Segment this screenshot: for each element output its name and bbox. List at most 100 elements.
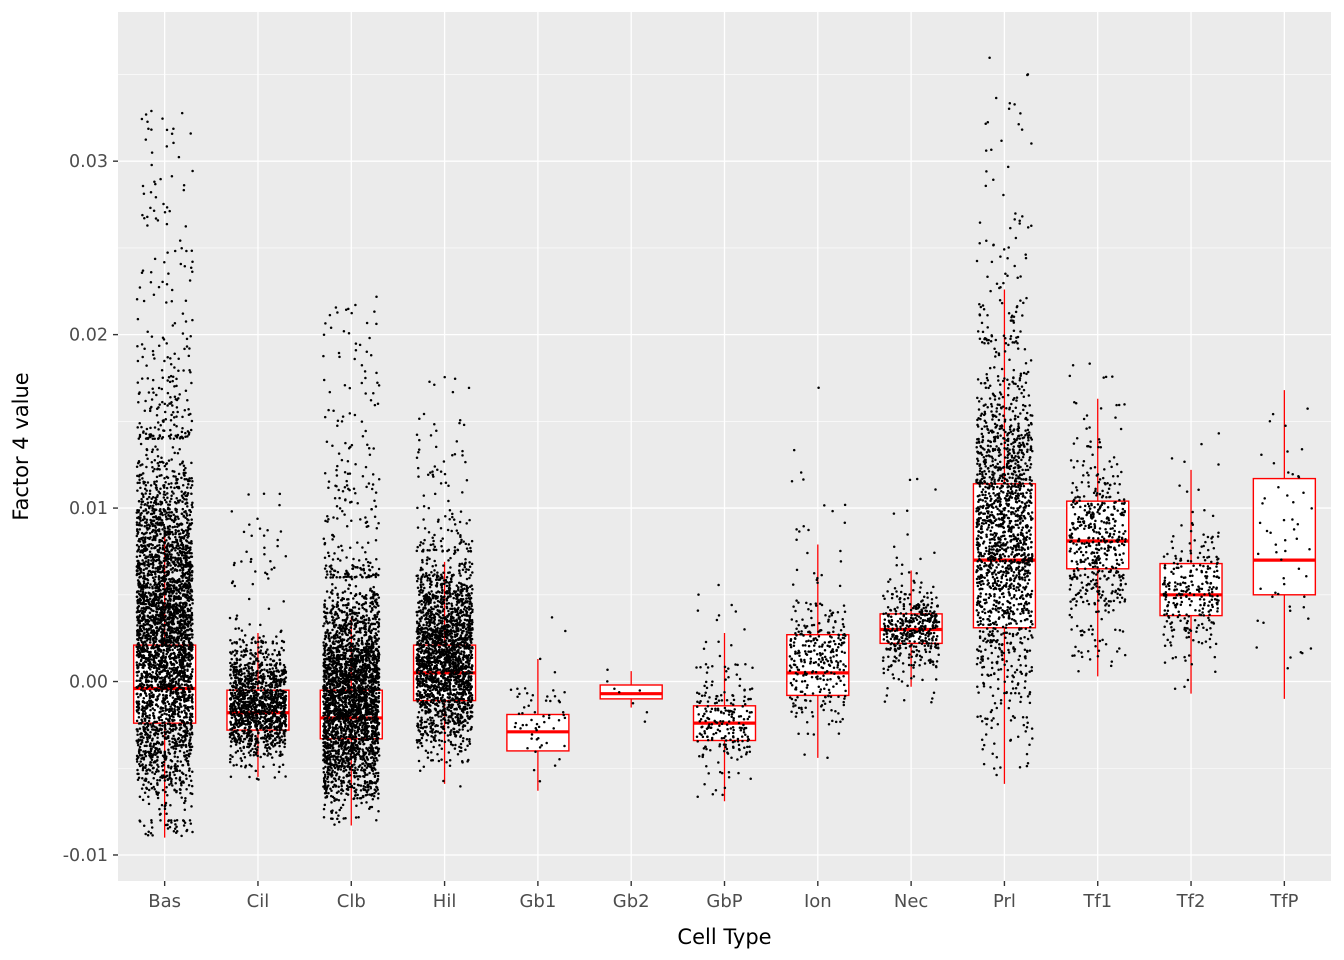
data-point — [154, 589, 158, 593]
data-point — [143, 610, 147, 614]
data-point — [279, 688, 282, 692]
data-point — [162, 624, 165, 628]
data-point — [185, 547, 188, 551]
data-point — [279, 750, 282, 754]
data-point — [283, 745, 286, 749]
data-point — [155, 607, 159, 611]
data-point — [165, 301, 168, 304]
data-point — [278, 674, 282, 678]
data-point — [267, 684, 270, 687]
data-point — [255, 715, 259, 718]
data-point — [235, 652, 238, 655]
data-point — [159, 659, 163, 663]
data-point — [235, 739, 239, 742]
data-point — [136, 601, 140, 605]
data-point — [187, 769, 191, 772]
data-point — [244, 766, 247, 769]
data-point — [138, 568, 142, 571]
data-point — [246, 704, 250, 708]
data-point — [254, 674, 258, 677]
data-point — [135, 595, 139, 599]
data-point — [156, 763, 159, 767]
data-point — [152, 501, 156, 504]
data-point — [152, 785, 155, 789]
data-point — [269, 559, 272, 563]
data-point — [274, 720, 277, 724]
data-point — [176, 759, 179, 763]
data-point — [244, 688, 248, 692]
data-point — [174, 475, 177, 478]
data-point — [244, 677, 248, 681]
data-point — [179, 596, 182, 600]
data-point — [182, 751, 186, 754]
data-point — [137, 638, 140, 642]
data-point — [185, 579, 189, 583]
data-point — [136, 359, 140, 363]
data-point — [249, 730, 252, 733]
data-point — [159, 560, 162, 564]
data-point — [149, 699, 153, 702]
data-point — [241, 682, 245, 685]
data-point — [163, 628, 166, 631]
data-point — [190, 805, 193, 808]
data-point — [173, 788, 176, 791]
data-point — [170, 674, 174, 677]
data-point — [283, 679, 286, 683]
data-point — [173, 752, 176, 755]
data-point — [150, 434, 153, 437]
data-point — [158, 597, 161, 600]
data-point — [237, 725, 240, 728]
data-point — [145, 511, 149, 515]
data-point — [158, 584, 162, 588]
data-point — [269, 724, 272, 728]
data-point — [229, 668, 232, 671]
data-point — [161, 734, 165, 738]
data-point — [154, 720, 157, 724]
data-point — [158, 460, 162, 464]
data-point — [261, 680, 265, 684]
data-point — [156, 758, 159, 762]
data-point — [146, 650, 149, 653]
data-point — [163, 724, 167, 727]
data-point — [183, 347, 186, 351]
data-point — [150, 151, 154, 154]
data-point — [190, 695, 194, 699]
data-point — [148, 409, 152, 413]
data-point — [138, 521, 141, 525]
data-point — [234, 627, 237, 631]
data-point — [166, 628, 170, 631]
data-point — [278, 682, 281, 685]
data-point — [249, 560, 253, 563]
data-point — [142, 580, 146, 583]
data-point — [269, 657, 272, 661]
data-point — [188, 675, 192, 679]
data-point — [149, 635, 153, 638]
data-point — [143, 577, 146, 581]
data-point — [172, 829, 176, 833]
data-point — [149, 583, 152, 586]
data-point — [277, 770, 281, 774]
data-point — [182, 650, 185, 653]
data-point — [140, 629, 144, 633]
data-point — [179, 677, 183, 681]
data-point — [135, 569, 139, 572]
data-point — [176, 617, 179, 620]
data-point — [165, 812, 168, 816]
data-point — [162, 649, 166, 652]
data-point — [170, 482, 173, 485]
data-point — [149, 731, 152, 734]
data-point — [140, 117, 144, 121]
data-point — [166, 644, 169, 648]
data-point — [190, 725, 193, 728]
data-point — [169, 428, 172, 432]
data-point — [165, 696, 169, 700]
data-point — [136, 590, 139, 593]
data-point — [172, 636, 176, 639]
data-point — [181, 436, 185, 440]
data-point — [231, 737, 234, 740]
data-point — [135, 758, 139, 761]
data-point — [275, 675, 278, 678]
data-point — [276, 696, 280, 699]
data-point — [151, 670, 154, 674]
data-point — [135, 521, 139, 524]
